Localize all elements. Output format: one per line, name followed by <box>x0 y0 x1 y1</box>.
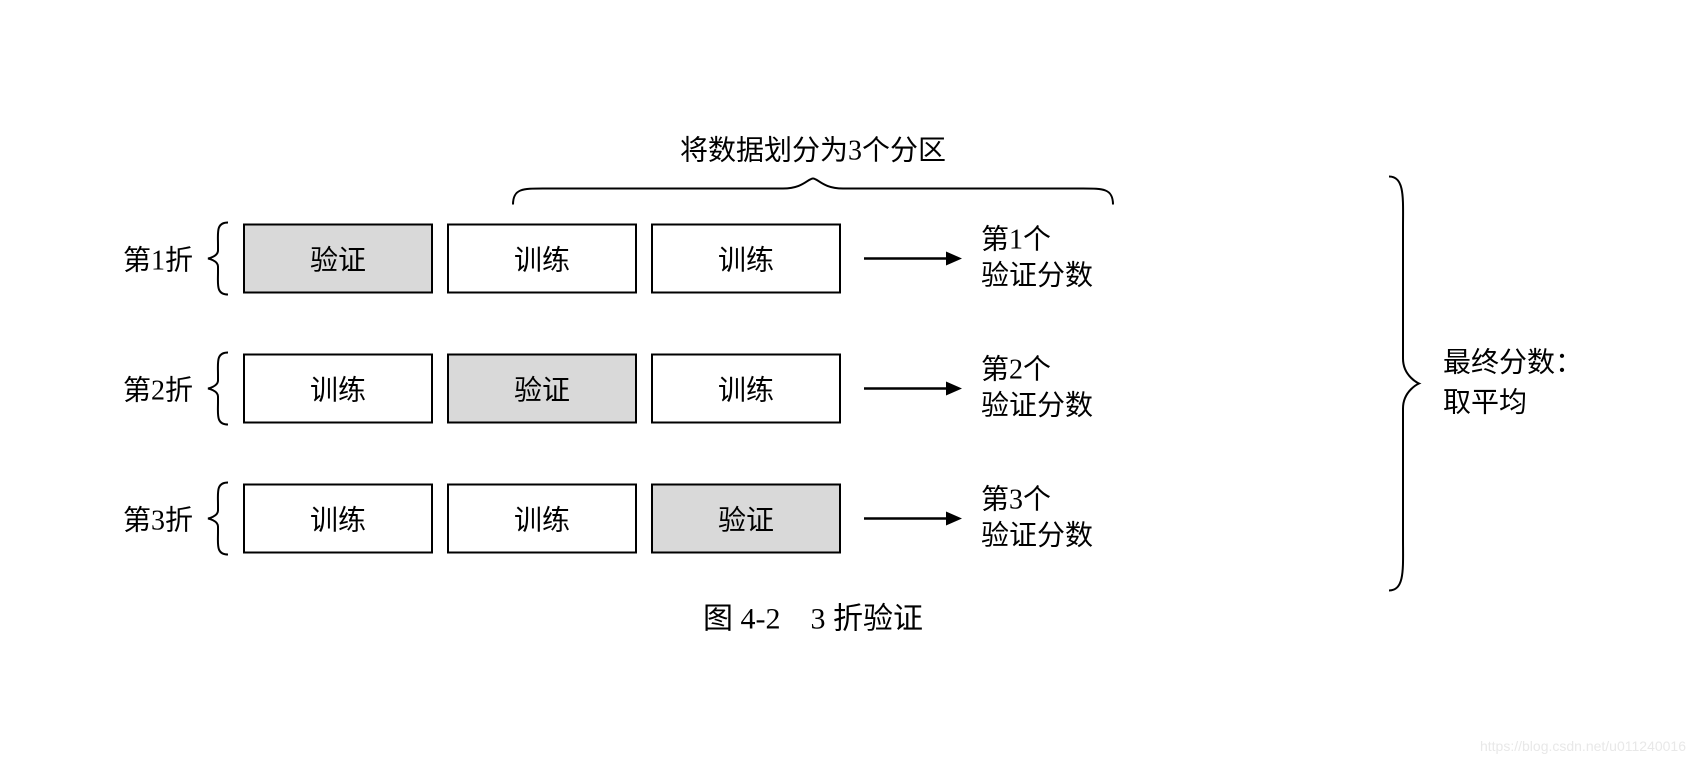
cells-group: 训练 训练 验证 <box>243 484 841 554</box>
top-partition-label: 将数据划分为3个分区 <box>23 129 1603 169</box>
score-line1: 第2个 <box>981 352 1131 388</box>
fold-row: 第1折 验证 训练 训练 第1个 验证分数 <box>103 219 1603 299</box>
cells-group: 训练 验证 训练 <box>243 354 841 424</box>
arrow-icon <box>851 507 971 531</box>
cell-train: 训练 <box>447 224 637 294</box>
arrow-icon <box>851 377 971 401</box>
cells-group: 验证 训练 训练 <box>243 224 841 294</box>
final-score-area: 最终分数： 取平均 <box>1383 168 1583 598</box>
arrow-icon <box>851 247 971 271</box>
cell-train: 训练 <box>447 484 637 554</box>
score-label: 第2个 验证分数 <box>981 352 1131 425</box>
final-label: 最终分数： 取平均 <box>1443 344 1583 422</box>
score-line1: 第1个 <box>981 222 1131 258</box>
left-brace-icon <box>203 349 233 429</box>
fold-row: 第3折 训练 训练 验证 第3个 验证分数 <box>103 479 1603 559</box>
score-label: 第3个 验证分数 <box>981 482 1131 555</box>
fold-label: 第1折 <box>103 239 193 279</box>
folds-area: 第1折 验证 训练 训练 第1个 验证分数 <box>103 219 1603 559</box>
score-line2: 验证分数 <box>981 259 1131 295</box>
watermark-text: https://blog.csdn.net/u011240016 <box>1480 738 1686 754</box>
cell-validate: 验证 <box>651 484 841 554</box>
fold-label: 第2折 <box>103 369 193 409</box>
left-brace-icon <box>203 479 233 559</box>
score-label: 第1个 验证分数 <box>981 222 1131 295</box>
top-brace <box>23 177 1603 207</box>
fold-row: 第2折 训练 验证 训练 第2个 验证分数 <box>103 349 1603 429</box>
final-line2: 取平均 <box>1443 383 1583 422</box>
fold-label: 第3折 <box>103 499 193 539</box>
cell-train: 训练 <box>651 224 841 294</box>
cell-train: 训练 <box>651 354 841 424</box>
score-line1: 第3个 <box>981 482 1131 518</box>
score-line2: 验证分数 <box>981 519 1131 555</box>
cell-train: 训练 <box>243 484 433 554</box>
cell-train: 训练 <box>243 354 433 424</box>
final-line1: 最终分数： <box>1443 344 1583 383</box>
big-brace-icon <box>1383 168 1423 598</box>
score-line2: 验证分数 <box>981 389 1131 425</box>
diagram-container: 将数据划分为3个分区 第1折 验证 训练 训练 <box>103 129 1603 638</box>
figure-caption: 图 4-2 3 折验证 <box>23 594 1603 638</box>
cell-validate: 验证 <box>243 224 433 294</box>
left-brace-icon <box>203 219 233 299</box>
cell-validate: 验证 <box>447 354 637 424</box>
